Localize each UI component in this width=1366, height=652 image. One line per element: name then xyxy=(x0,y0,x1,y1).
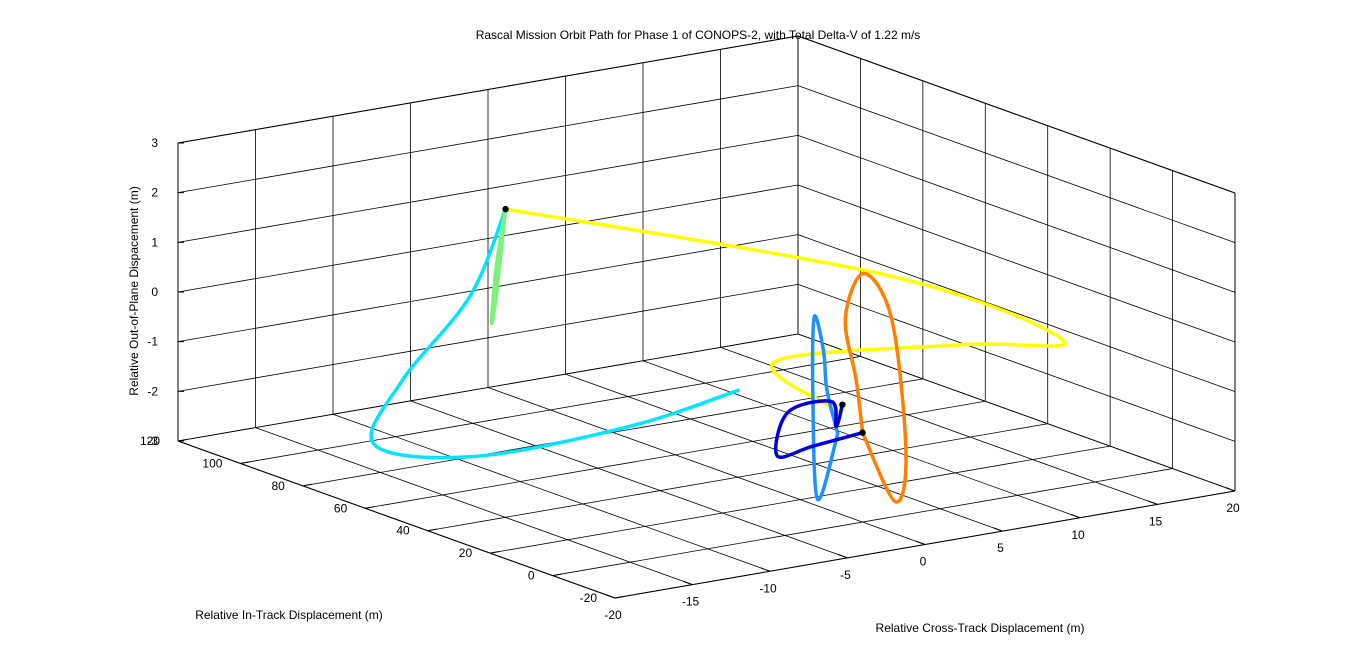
grid-line-back-z xyxy=(177,283,799,392)
grid-line-floor-x xyxy=(487,387,926,545)
z-tick-label: -2 xyxy=(147,384,158,398)
x-tick-label: 0 xyxy=(920,555,927,569)
maneuver-point-3 xyxy=(859,429,866,436)
z-axis-label: Relative Out-of-Plane Dispacement (m) xyxy=(127,186,141,395)
y-tick-label: 20 xyxy=(459,546,473,560)
grid-line-floor-y xyxy=(427,423,1048,532)
grid-line-floor-y xyxy=(365,400,986,509)
y-tick-label: -20 xyxy=(580,591,598,605)
orbit-series-5 xyxy=(810,314,840,502)
grid-line-side-z xyxy=(797,283,1236,442)
grid-line-floor-y xyxy=(302,378,923,487)
x-tick-label: 5 xyxy=(997,541,1004,555)
z-tick-label: -1 xyxy=(147,335,158,349)
y-tick-mark xyxy=(490,551,500,554)
y-tick-mark xyxy=(365,506,375,509)
orbit-series-6 xyxy=(773,399,865,459)
x-tick-label: -10 xyxy=(759,581,777,595)
x-tick-mark xyxy=(605,594,616,599)
grid-line-back-z xyxy=(177,85,799,194)
y-tick-mark xyxy=(614,595,625,599)
grid-line-floor-x xyxy=(255,427,693,586)
grid-line-side-z xyxy=(797,333,1236,492)
y-tick-label: 80 xyxy=(271,479,285,493)
x-tick-mark xyxy=(992,527,1003,532)
grid-line-back-z xyxy=(177,333,799,442)
x-tick-mark xyxy=(1147,500,1158,505)
tick-labels: -20-15-10-505101520-20020406080100120-3-… xyxy=(140,136,1240,622)
grid-line-side-z xyxy=(797,184,1236,343)
grid-line-back-z xyxy=(177,184,799,293)
x-tick-mark xyxy=(760,567,771,572)
x-tick-label: 15 xyxy=(1149,514,1163,528)
grid-line-floor-y xyxy=(552,468,1173,576)
x-tick-label: -5 xyxy=(840,568,851,582)
orbit-series-3 xyxy=(503,207,1068,415)
grid-line-floor-y xyxy=(490,445,1111,554)
x-axis-label: Relative Cross-Track Displacement (m) xyxy=(876,621,1085,635)
grid-line-floor-y xyxy=(240,356,861,464)
y-tick-mark xyxy=(240,461,250,464)
x-tick-mark xyxy=(915,540,926,545)
box-top-side xyxy=(797,35,1236,194)
grid-line-side-z xyxy=(797,234,1236,393)
orbit-series-2 xyxy=(489,207,508,326)
grid-line-floor-x xyxy=(720,346,1158,505)
x-tick-label: 20 xyxy=(1226,501,1240,515)
grid-line-side-z xyxy=(797,134,1236,293)
x-tick-label: -20 xyxy=(604,608,622,622)
grid-line-floor-x xyxy=(565,373,1003,532)
x-tick-label: -15 xyxy=(682,595,700,609)
marker-layer xyxy=(502,205,866,436)
grid-line-back-z xyxy=(177,134,799,243)
z-tick-label: 3 xyxy=(151,136,158,150)
x-tick-mark xyxy=(1070,513,1081,519)
series-layer xyxy=(369,207,1068,504)
y-tick-label: 0 xyxy=(528,569,535,583)
grid-line-floor-x xyxy=(332,413,771,572)
z-tick-label: 0 xyxy=(151,285,158,299)
orbit-series-1 xyxy=(369,207,741,460)
y-tick-label: 60 xyxy=(334,501,348,515)
grid-layer xyxy=(177,35,1236,599)
z-tick-label: -3 xyxy=(147,434,158,448)
y-tick-label: 100 xyxy=(202,456,222,470)
y-tick-mark xyxy=(302,483,313,487)
y-tick-mark xyxy=(552,573,562,577)
x-tick-label: 10 xyxy=(1071,528,1085,542)
y-tick-label: 120 xyxy=(140,434,160,448)
y-axis-label: Relative In-Track Displacement (m) xyxy=(195,608,383,622)
grid-line-floor-x xyxy=(642,360,1081,519)
grid-line-back-z xyxy=(177,234,799,343)
box-top-back xyxy=(177,35,799,144)
z-tick-label: 2 xyxy=(151,186,158,200)
orbit-series-4 xyxy=(843,271,908,504)
y-tick-label: 40 xyxy=(396,524,410,538)
y-tick-mark xyxy=(427,528,438,532)
x-tick-mark xyxy=(682,580,693,586)
maneuver-point-1 xyxy=(502,205,509,213)
chart-title: Rascal Mission Orbit Path for Phase 1 of… xyxy=(476,28,921,42)
x-tick-mark xyxy=(1225,487,1236,492)
maneuver-point-2 xyxy=(839,401,846,408)
grid-line-side-z xyxy=(797,85,1236,244)
y-axis-line xyxy=(177,440,616,599)
z-tick-label: 1 xyxy=(151,235,158,249)
grid-line-floor-x xyxy=(410,400,848,559)
x-tick-mark xyxy=(837,554,848,559)
